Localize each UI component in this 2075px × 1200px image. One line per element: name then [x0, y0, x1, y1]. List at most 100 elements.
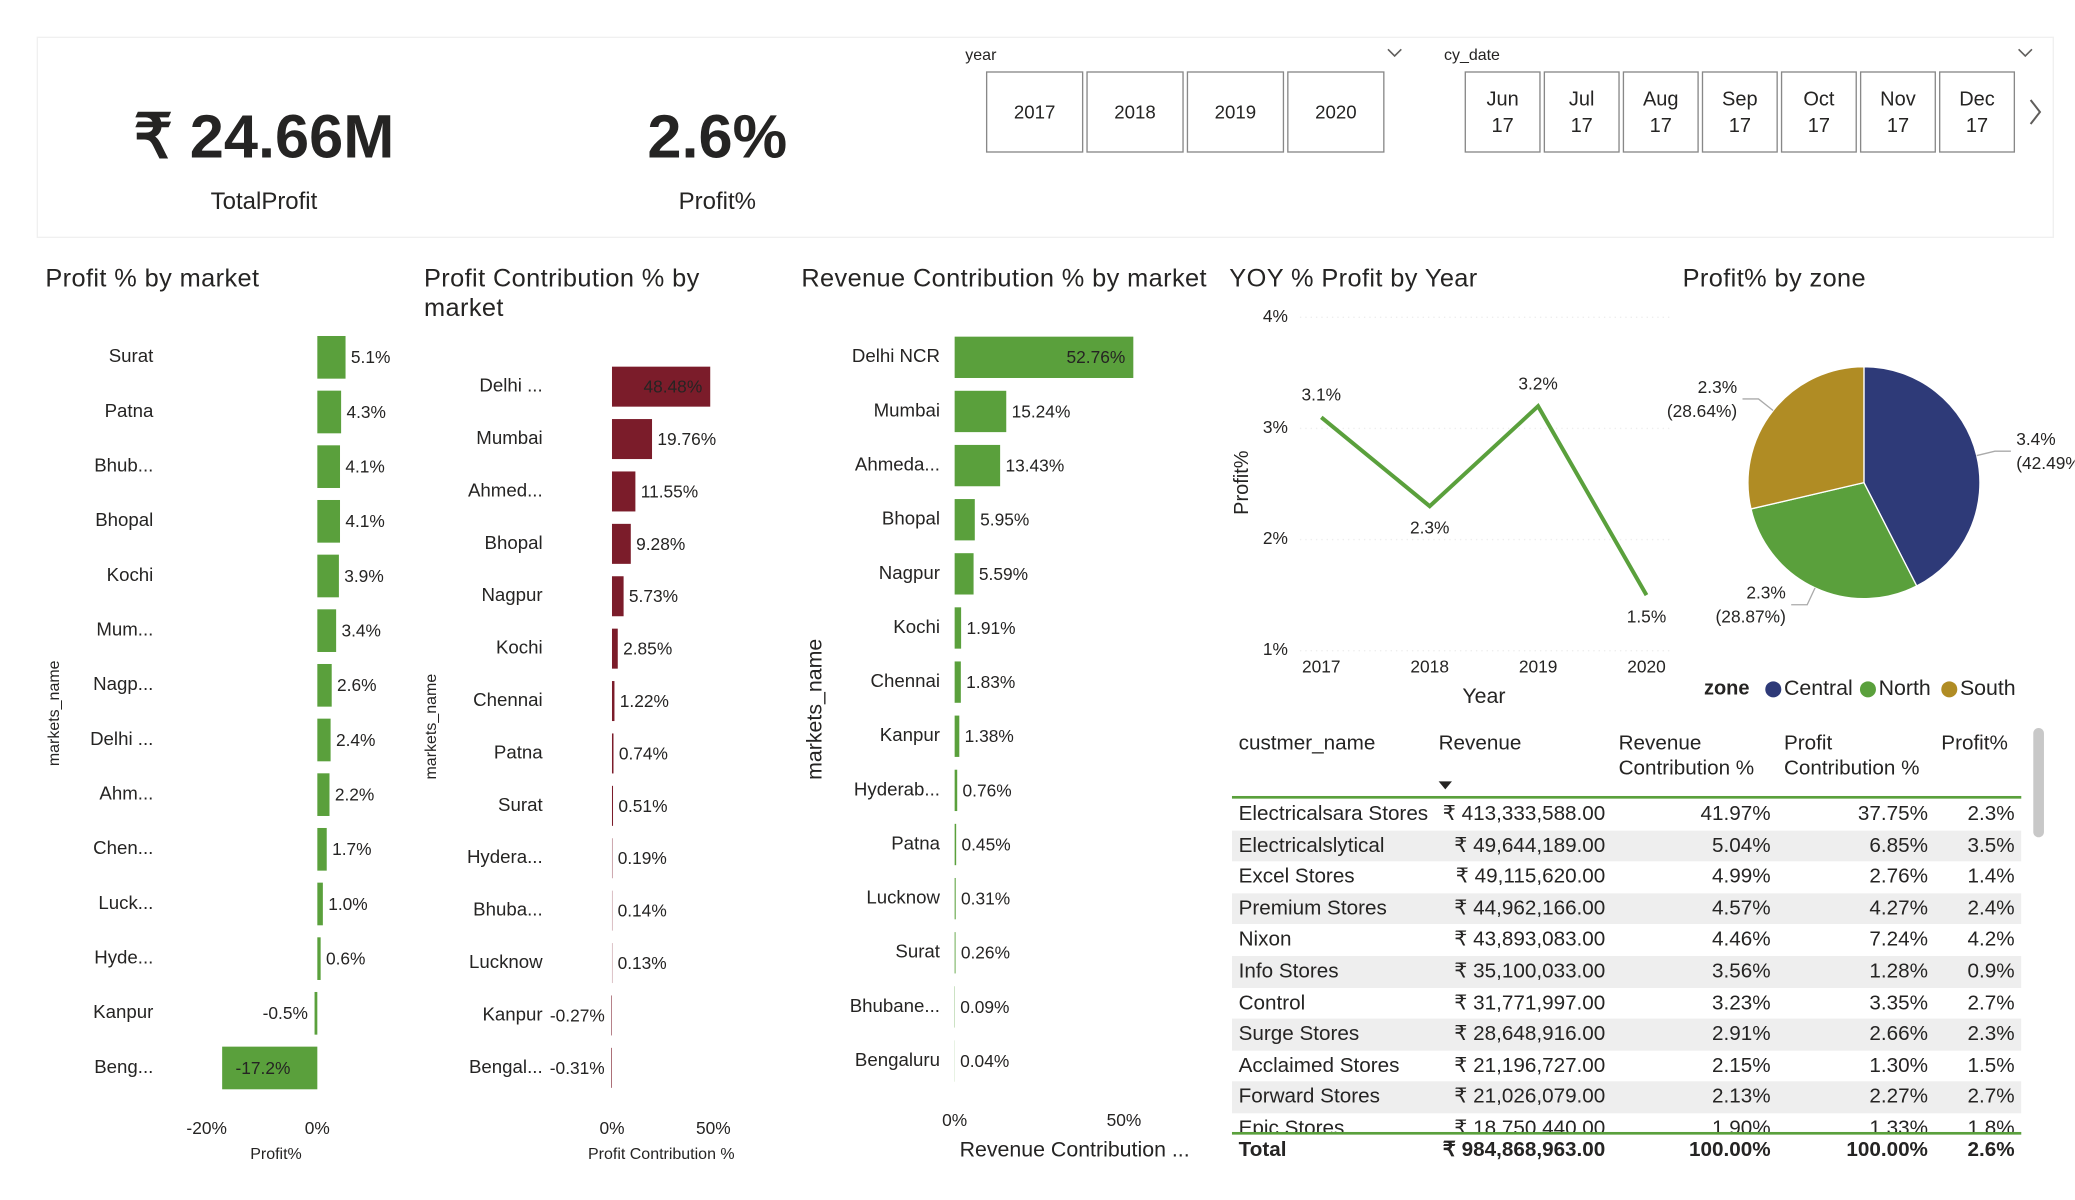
sort-arrow[interactable]: [1438, 781, 1452, 790]
slicer-item[interactable]: [1859, 71, 1936, 153]
kpi-value: 2.6%: [647, 102, 787, 171]
leader-line: [1791, 587, 1816, 606]
table-cell: Total: [1238, 1138, 1287, 1162]
bar: [954, 715, 960, 757]
column-header: custmer_name: [1238, 731, 1376, 755]
slicer-item-label[interactable]: 2018: [1114, 101, 1156, 122]
slicer-item-year[interactable]: 17: [1966, 115, 1988, 137]
data-label: 3.9%: [344, 566, 384, 586]
slicer-item-month[interactable]: Jun: [1487, 88, 1519, 110]
x-tick-label: 50%: [696, 1118, 731, 1138]
category-label: Bhuba...: [473, 899, 543, 920]
scroll-right-arrow[interactable]: [2029, 99, 2042, 125]
slicer-item-label[interactable]: 2020: [1315, 101, 1357, 122]
pie-slice: [1747, 365, 1865, 510]
slicer-item[interactable]: [1186, 71, 1285, 153]
slicer-item-year[interactable]: 17: [1887, 115, 1909, 137]
table-cell: ₹ 28,648,916.00: [1454, 1022, 1606, 1046]
bar: [611, 576, 624, 617]
category-label: Mum...: [96, 619, 153, 640]
kpi-label: Profit%: [679, 188, 756, 215]
table-cell: ₹ 18,750,440.00: [1454, 1117, 1606, 1132]
category-label: Bhopal: [485, 532, 543, 553]
slicer-item-month[interactable]: Sep: [1722, 88, 1758, 110]
category-label: Delhi NCR: [852, 345, 940, 366]
dropdown-chevron[interactable]: [1387, 48, 1402, 58]
chart-title: Profit Contribution % by market: [423, 265, 700, 323]
slicer-item-year[interactable]: 17: [1571, 115, 1593, 137]
slicer-item[interactable]: [1780, 71, 1857, 153]
slicer-item[interactable]: [1622, 71, 1699, 153]
table-cell: 100.00%: [1689, 1138, 1771, 1162]
bar: [222, 1046, 318, 1090]
data-label: 5.95%: [980, 510, 1029, 530]
category-label: Luck...: [98, 892, 153, 913]
category-label: Mumbai: [476, 427, 542, 448]
x-axis-label: Revenue Contribution ...: [960, 1137, 1190, 1161]
data-label: 2.3%: [1410, 517, 1450, 537]
dropdown-chevron[interactable]: [2018, 48, 2033, 58]
header-panel: [36, 36, 2054, 238]
table-cell: 3.5%: [1967, 834, 2015, 857]
data-label: (28.64%): [1667, 401, 1737, 421]
bar: [611, 1047, 612, 1088]
x-tick-label: 2017: [1302, 657, 1341, 677]
data-label: 0.09%: [960, 997, 1009, 1017]
data-label: 5.73%: [629, 586, 678, 606]
slicer-item[interactable]: [1939, 71, 2016, 153]
table-cell: ₹ 31,771,997.00: [1454, 991, 1606, 1015]
slicer-item[interactable]: [1701, 71, 1778, 153]
y-axis-label: Profit%: [1231, 450, 1253, 515]
data-label: 2.2%: [335, 785, 375, 805]
slicer-item[interactable]: [1287, 71, 1385, 153]
legend-swatch: [1765, 681, 1782, 698]
table-cell: 2.3%: [1967, 1022, 2015, 1046]
data-label: 0.19%: [618, 848, 667, 868]
data-label: 0.74%: [619, 743, 668, 763]
data-label: 2.4%: [336, 730, 376, 750]
bar: [954, 769, 958, 812]
slicer-item-year[interactable]: 17: [1729, 115, 1751, 137]
slicer-item-month[interactable]: Dec: [1959, 88, 1995, 110]
slicer-item-year[interactable]: 17: [1808, 115, 1830, 137]
category-label: Kochi: [893, 616, 940, 637]
slicer-item-label[interactable]: 2017: [1014, 101, 1056, 122]
data-label: 11.55%: [641, 481, 698, 501]
slicer-item-year[interactable]: 17: [1650, 115, 1672, 137]
bar: [611, 785, 614, 826]
kpi-value: ₹ 24.66M: [134, 102, 395, 171]
table-cell: Info Stores: [1238, 959, 1339, 983]
table-cell: Forward Stores: [1238, 1085, 1380, 1109]
slicer-item-month[interactable]: Jul: [1569, 88, 1595, 110]
slicer-item[interactable]: [1086, 71, 1184, 153]
legend-swatch: [1859, 681, 1876, 698]
slicer-item-label[interactable]: 2019: [1215, 101, 1257, 122]
table-cell: 2.4%: [1967, 897, 2015, 920]
slicer-item-month[interactable]: Oct: [1803, 88, 1835, 110]
bar: [317, 937, 321, 980]
table-cell: Surge Stores: [1238, 1022, 1360, 1046]
slicer-item[interactable]: [1543, 71, 1620, 153]
data-label: 3.4%: [2016, 429, 2056, 449]
slicer-item-month[interactable]: Aug: [1643, 88, 1679, 110]
slicer-item-month[interactable]: Nov: [1880, 88, 1916, 110]
table-cell: ₹ 44,962,166.00: [1454, 897, 1606, 920]
bar: [954, 607, 962, 649]
slicer-item[interactable]: [1464, 71, 1541, 153]
data-label: 1.0%: [328, 894, 368, 914]
table-cell: 2.66%: [1869, 1022, 1928, 1046]
slicer-item[interactable]: [985, 71, 1084, 153]
data-label: 3.1%: [1302, 385, 1342, 405]
category-label: Nagpur: [879, 562, 940, 583]
category-label: Chen...: [93, 837, 153, 858]
data-label: 13.43%: [1005, 455, 1064, 475]
legend-title: zone: [1704, 678, 1750, 700]
table-row: Acclaimed Stores ₹ 21,196,727.00 2.15% 1.30…: [1232, 1050, 2021, 1081]
slicer-item-year[interactable]: 17: [1492, 115, 1514, 137]
category-label: Hydera...: [467, 846, 543, 867]
bar: [611, 628, 618, 669]
table-cell: 2.76%: [1869, 865, 1928, 889]
table-row: Forward Stores ₹ 21,026,079.00 2.13% 2.27% 2…: [1231, 1081, 2022, 1114]
bar: [611, 681, 615, 722]
scrollbar[interactable]: [2033, 727, 2044, 838]
